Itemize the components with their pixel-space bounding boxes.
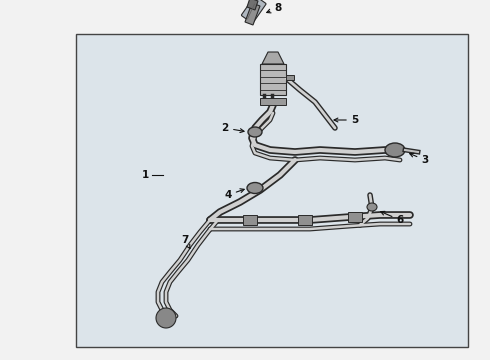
FancyBboxPatch shape xyxy=(242,0,266,23)
Polygon shape xyxy=(262,52,284,64)
Text: 7: 7 xyxy=(181,235,189,245)
Ellipse shape xyxy=(247,183,263,194)
Ellipse shape xyxy=(367,203,377,211)
Ellipse shape xyxy=(385,143,405,157)
Circle shape xyxy=(156,308,176,328)
Text: 3: 3 xyxy=(421,155,429,165)
Bar xyxy=(260,98,286,105)
Bar xyxy=(76,34,468,347)
Text: 4: 4 xyxy=(224,190,232,200)
Text: 8: 8 xyxy=(274,3,282,13)
Bar xyxy=(286,75,294,80)
Bar xyxy=(348,212,362,222)
Bar xyxy=(298,215,312,225)
Text: 1: 1 xyxy=(142,170,148,180)
Bar xyxy=(243,215,257,225)
Bar xyxy=(260,64,286,95)
Text: 2: 2 xyxy=(221,123,229,133)
Polygon shape xyxy=(245,3,260,25)
Ellipse shape xyxy=(248,127,262,137)
Polygon shape xyxy=(247,0,258,10)
Text: 6: 6 xyxy=(396,215,404,225)
Text: 5: 5 xyxy=(351,115,359,125)
